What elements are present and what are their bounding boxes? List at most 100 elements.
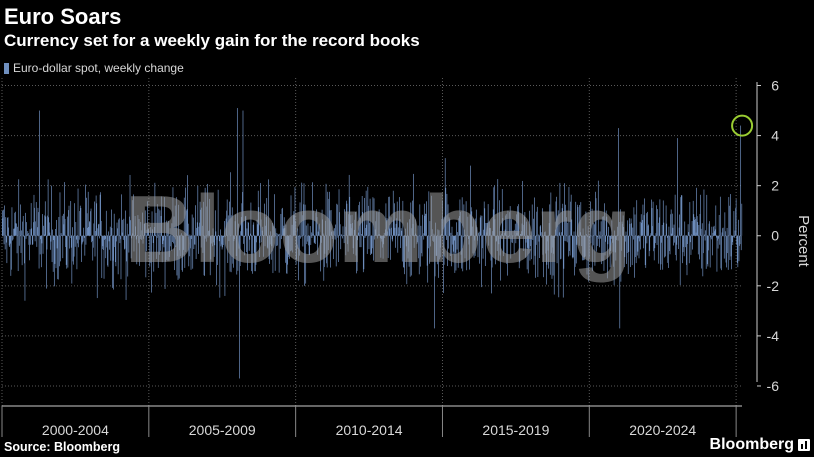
bar: [384, 229, 386, 236]
bar: [115, 235, 117, 267]
bar: [551, 235, 553, 279]
bar: [563, 235, 565, 269]
bar: [558, 232, 560, 236]
bar: [576, 235, 578, 245]
bar: [653, 235, 655, 261]
bar: [144, 223, 146, 236]
x-tick-label: 2015-2019: [482, 422, 549, 438]
bar: [112, 235, 114, 261]
bar: [596, 235, 597, 252]
bar: [318, 223, 320, 236]
bar: [705, 230, 706, 236]
bar: [730, 194, 731, 236]
bar: [64, 182, 65, 236]
bar: [269, 235, 271, 245]
bar: [709, 235, 711, 268]
bar: [464, 229, 465, 236]
bar: [160, 235, 161, 251]
bar: [495, 235, 497, 242]
bar: [88, 221, 90, 236]
bar: [36, 235, 38, 247]
bar: [434, 235, 436, 277]
bar: [357, 235, 359, 241]
bar: [443, 235, 444, 294]
bar: [350, 223, 352, 236]
bar: [185, 235, 187, 253]
bar: [233, 235, 234, 268]
bar: [6, 235, 8, 264]
bar: [451, 235, 452, 267]
bar: [214, 235, 216, 246]
bar: [383, 235, 384, 245]
bar: [16, 223, 17, 236]
bar: [617, 235, 619, 241]
bar: [129, 216, 130, 236]
bar: [159, 210, 161, 236]
bar: [355, 212, 356, 236]
bar: [37, 207, 39, 236]
bar: [657, 209, 658, 236]
bar: [275, 235, 277, 246]
bar: [26, 222, 27, 236]
bar: [673, 235, 674, 246]
bar: [665, 205, 667, 236]
bar: [439, 235, 440, 260]
bar: [642, 219, 643, 236]
bar: [30, 235, 31, 245]
bar: [364, 197, 365, 236]
bar: [201, 225, 203, 236]
bar: [415, 233, 417, 236]
bar: [270, 235, 272, 260]
bar: [726, 235, 727, 268]
bar: [421, 235, 423, 257]
bar: [564, 183, 565, 236]
bar: [24, 235, 26, 301]
bar: [556, 235, 558, 264]
bar: [460, 212, 461, 236]
bar: [571, 219, 573, 236]
bar: [33, 222, 34, 236]
bar: [574, 235, 575, 276]
bar: [273, 226, 274, 236]
bar: [694, 217, 696, 236]
bar: [29, 235, 30, 261]
bar: [215, 231, 217, 236]
bar: [85, 184, 86, 236]
bar: [414, 234, 416, 236]
bar: [712, 232, 714, 236]
bar: [162, 235, 164, 245]
bar: [740, 235, 742, 251]
bar: [480, 215, 482, 236]
bar: [355, 235, 357, 256]
bar: [510, 235, 512, 259]
bar: [147, 229, 149, 236]
bar: [661, 224, 663, 236]
bar: [490, 228, 491, 236]
bar: [343, 235, 345, 244]
bar: [343, 235, 344, 236]
bar: [625, 235, 626, 242]
bar: [564, 235, 566, 241]
bar: [435, 222, 436, 236]
bar: [140, 221, 142, 236]
bar: [266, 235, 268, 248]
bar: [179, 235, 181, 257]
bar: [420, 225, 422, 236]
bar: [113, 213, 115, 236]
bar: [14, 211, 16, 236]
bar: [529, 210, 530, 236]
bar: [132, 233, 134, 236]
bar: [628, 235, 630, 252]
bar: [393, 219, 395, 236]
bar: [382, 235, 383, 248]
bar: [435, 235, 437, 256]
bar: [701, 223, 703, 236]
bar: [470, 165, 471, 236]
bar: [452, 235, 453, 245]
bar: [285, 235, 286, 263]
bar: [73, 235, 74, 265]
bar: [395, 235, 396, 248]
bar: [727, 235, 729, 270]
bar: [121, 232, 123, 236]
bar: [213, 235, 214, 243]
